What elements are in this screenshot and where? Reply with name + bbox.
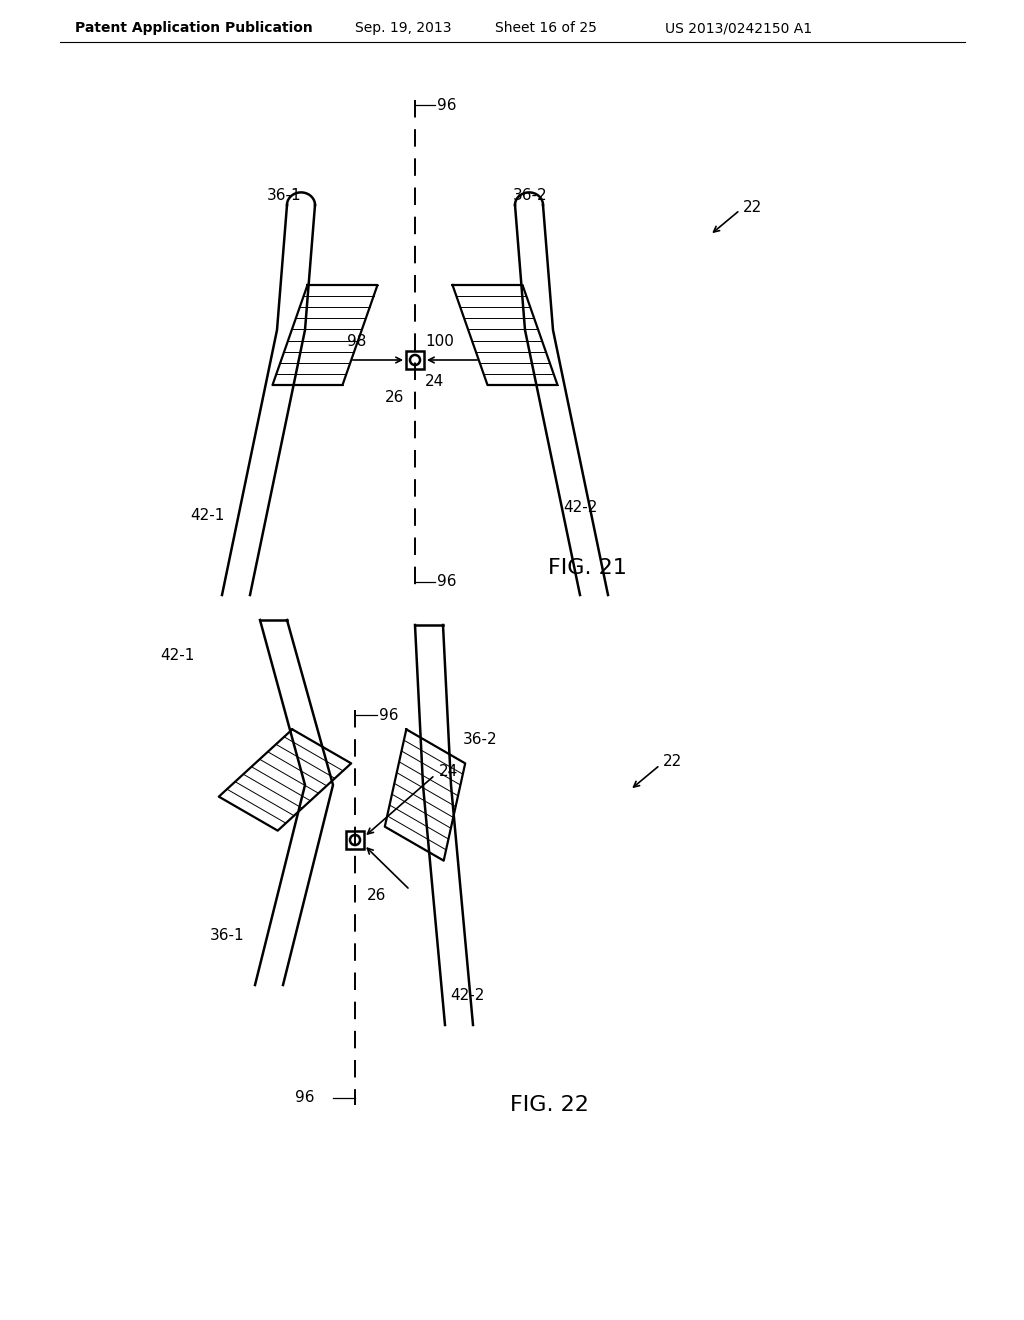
Text: 96: 96: [437, 574, 457, 590]
Text: 36-2: 36-2: [513, 187, 548, 202]
Text: 36-2: 36-2: [463, 733, 498, 747]
Text: Sep. 19, 2013: Sep. 19, 2013: [355, 21, 452, 36]
Text: 36-1: 36-1: [210, 928, 245, 942]
Text: 96: 96: [437, 98, 457, 112]
Text: 100: 100: [425, 334, 454, 350]
Text: 96: 96: [295, 1090, 314, 1106]
Text: 42-2: 42-2: [563, 500, 597, 516]
Text: 22: 22: [663, 755, 682, 770]
Text: 26: 26: [385, 391, 404, 405]
Text: 42-1: 42-1: [160, 648, 195, 663]
Bar: [346, 832, 364, 849]
Text: FIG. 22: FIG. 22: [510, 1096, 589, 1115]
Text: FIG. 21: FIG. 21: [548, 558, 627, 578]
Text: 98: 98: [347, 334, 367, 350]
Text: 24: 24: [425, 375, 444, 389]
Text: 96: 96: [379, 708, 398, 722]
Text: 26: 26: [367, 887, 386, 903]
Text: 36-1: 36-1: [267, 187, 302, 202]
Text: US 2013/0242150 A1: US 2013/0242150 A1: [665, 21, 812, 36]
Bar: [406, 351, 424, 370]
Text: 42-2: 42-2: [450, 987, 484, 1002]
Text: Patent Application Publication: Patent Application Publication: [75, 21, 312, 36]
Text: Sheet 16 of 25: Sheet 16 of 25: [495, 21, 597, 36]
Text: 42-1: 42-1: [190, 507, 224, 523]
Text: 24: 24: [439, 764, 459, 780]
Text: 22: 22: [743, 199, 762, 214]
